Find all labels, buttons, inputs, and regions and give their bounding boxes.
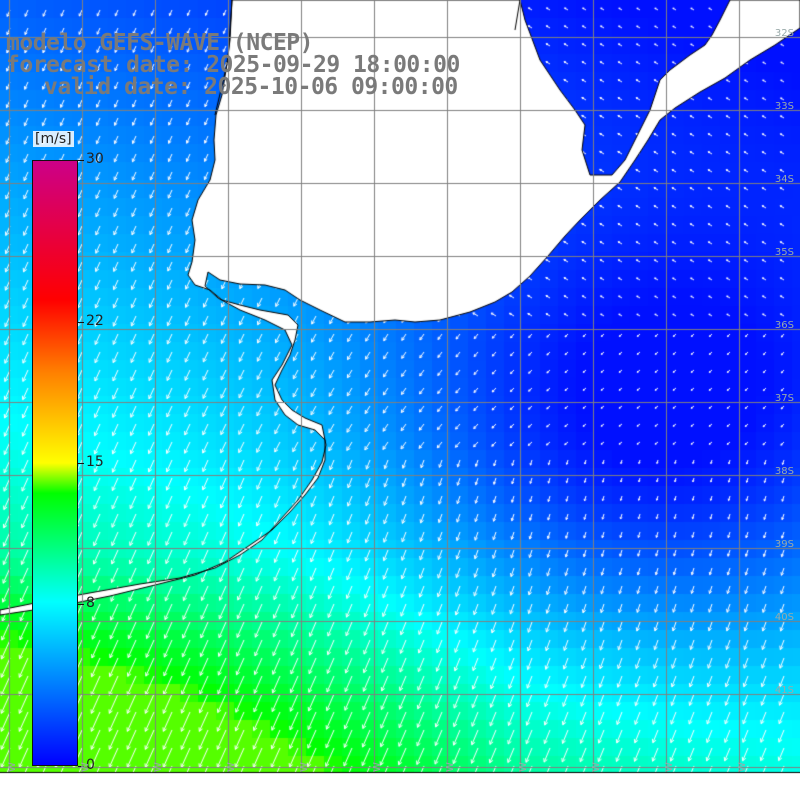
forecast-date: forecast date: 2025-09-29 18:00:00 [6,52,460,78]
valid-date: valid date: 2025-10-06 09:00:00 [44,74,458,100]
wind-speed-colorbar [32,160,78,766]
longitude-label: W [737,762,748,772]
colorbar-tick-label: 15 [86,454,104,470]
latitude-label: 33S [774,101,794,112]
latitude-label: 37S [774,393,794,404]
colorbar-tick-label: 30 [86,151,104,167]
longitude-label: W [299,762,310,772]
colorbar-tick-mark [78,160,84,161]
latitude-label: 34S [774,174,794,185]
longitude-label: W [226,762,237,772]
longitude-label: W [664,762,675,772]
colorbar-unit: [m/s] [33,131,74,147]
colorbar-tick-mark [78,604,84,606]
longitude-label: W [372,762,383,772]
latitude-label: 39S [774,539,794,550]
colorbar-tick-mark [78,766,84,767]
latitude-label: 36S [774,320,794,331]
longitude-label: W [80,762,91,772]
latitude-label: 32S [774,28,794,39]
latitude-label: 41S [774,685,794,696]
longitude-label: W [153,762,164,772]
longitude-label: W [7,762,18,772]
colorbar-tick-label: 8 [86,595,95,612]
colorbar-tick-label: 0 [86,757,95,773]
longitude-label: W [591,762,602,772]
longitude-label: W [445,762,456,772]
colorbar-tick-mark [78,321,84,323]
longitude-label: W [518,762,529,772]
latitude-label: 35S [774,247,794,258]
latitude-label: 38S [774,466,794,477]
colorbar-tick-mark [78,463,84,464]
colorbar-tick-label: 22 [86,312,104,329]
latitude-label: 40S [774,612,794,623]
model-title: modelo GEFS-WAVE (NCEP) [6,30,314,56]
